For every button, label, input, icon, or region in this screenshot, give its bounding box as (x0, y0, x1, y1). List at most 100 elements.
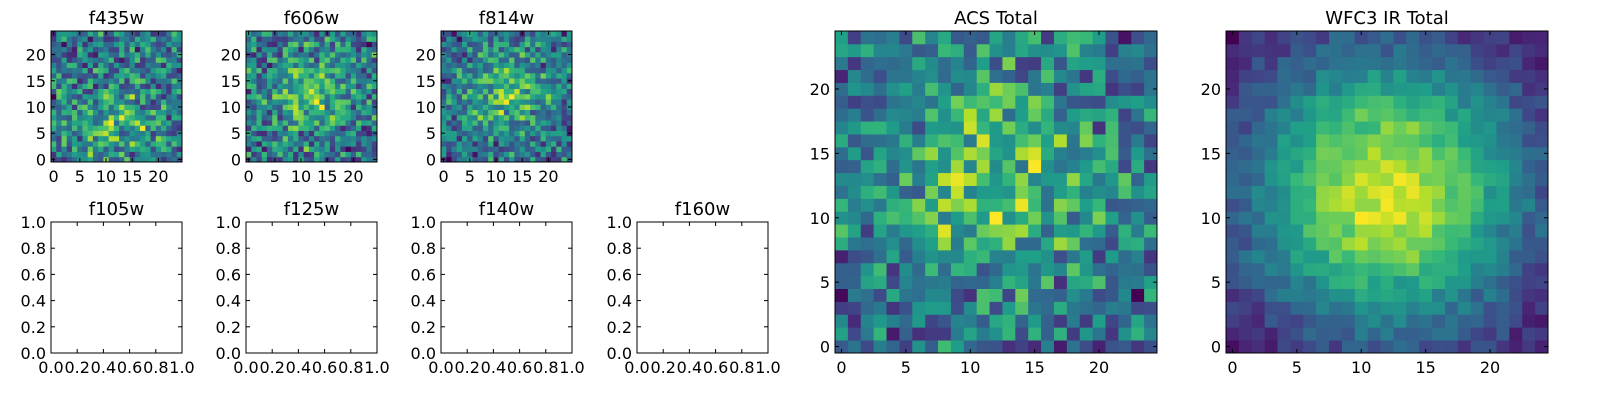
heatmap-cell (335, 114, 341, 121)
heatmap-cell (1457, 275, 1472, 289)
heatmap-cell (556, 62, 562, 69)
heatmap-cell (124, 51, 130, 58)
heatmap-cell (498, 125, 505, 131)
heatmap-cell (1483, 314, 1497, 328)
heatmap-cell (329, 51, 336, 58)
heatmap-cell (1105, 108, 1119, 122)
heatmap-cell (1053, 108, 1068, 122)
heatmap-cell (345, 62, 352, 69)
heatmap-cell (1002, 198, 1016, 212)
heatmap-cell (912, 172, 926, 186)
heatmap-cell (150, 135, 157, 142)
heatmap-cell (886, 146, 900, 161)
heatmap-cell (1316, 340, 1330, 354)
heatmap-cell (256, 114, 263, 121)
heatmap-cell (124, 72, 130, 79)
heatmap-cell (551, 125, 557, 131)
heatmap-cell (298, 141, 305, 147)
heatmap-cell (451, 99, 458, 105)
heatmap-cell (134, 67, 141, 74)
heatmap-cell (1041, 237, 1055, 251)
heatmap-cell (556, 72, 562, 79)
heatmap-cell (860, 172, 875, 186)
heatmap-cell (477, 36, 484, 42)
heatmap-cell (1444, 159, 1459, 174)
heatmap-cell (319, 135, 325, 142)
heatmap-cell (124, 130, 130, 137)
heatmap-cell (98, 78, 104, 84)
heatmap-cell (366, 57, 373, 63)
heatmap-cell (1144, 198, 1158, 212)
heatmap-cell (1131, 288, 1145, 302)
y-tick-label: 0.6 (21, 265, 46, 284)
heatmap-cell (71, 99, 78, 105)
heatmap-cell (899, 82, 913, 96)
heatmap-cell (925, 314, 939, 328)
heatmap-cell (1118, 185, 1132, 199)
heatmap-cell (1015, 301, 1029, 315)
heatmap-cell (98, 31, 104, 37)
heatmap-cell (277, 146, 284, 152)
heatmap-cell (277, 51, 284, 58)
heatmap-cell (266, 99, 273, 105)
heatmap-cell (1303, 108, 1317, 122)
heatmap-cell (873, 237, 887, 251)
heatmap-cell (1444, 327, 1459, 341)
heatmap-cell (350, 62, 357, 69)
heatmap-cell (1053, 340, 1068, 354)
heatmap-cell (461, 62, 468, 69)
heatmap-cell (1380, 198, 1394, 212)
y-tick-label: 0.2 (216, 318, 241, 337)
heatmap-cell (1483, 262, 1497, 277)
heatmap-cell (1053, 314, 1068, 328)
heatmap-cell (303, 83, 310, 90)
heatmap-cell (98, 156, 104, 163)
heatmap-cell (477, 57, 484, 63)
heatmap-cell (1483, 249, 1497, 264)
y-tick-label: 5 (231, 124, 241, 143)
heatmap-cell (1144, 249, 1158, 264)
heatmap-cell (140, 151, 146, 158)
heatmap-cell (155, 120, 162, 126)
heatmap-cell (82, 156, 89, 163)
heatmap-cell (1522, 288, 1536, 302)
heatmap-cell (108, 78, 115, 84)
heatmap-cell (272, 88, 278, 95)
heatmap-cell (282, 141, 289, 147)
heatmap-cell (293, 130, 299, 137)
heatmap-cell (963, 82, 978, 96)
heatmap-cell (1509, 185, 1523, 199)
x-tick-label: 0.8 (338, 358, 363, 377)
heatmap-cell (886, 69, 900, 83)
heatmap-cell (134, 88, 141, 95)
heatmap-cell (1092, 108, 1106, 122)
heatmap-cell (113, 109, 120, 116)
heatmap-cell (1079, 159, 1093, 174)
heatmap-cell (835, 82, 849, 96)
heatmap-cell (82, 67, 89, 74)
heatmap-cell (108, 141, 115, 147)
heatmap-cell (873, 159, 887, 174)
heatmap-cell (498, 36, 505, 42)
heatmap-cell (1444, 314, 1459, 328)
heatmap-cell (1522, 340, 1536, 354)
heatmap-cell (261, 135, 268, 142)
heatmap-cell (350, 141, 357, 147)
heatmap-cell (1066, 134, 1081, 148)
heatmap-cell (246, 99, 252, 105)
heatmap-cell (113, 78, 120, 84)
heatmap-cell (493, 41, 500, 48)
heatmap-cell (356, 36, 362, 42)
heatmap-cell (119, 135, 125, 142)
heatmap-cell (1303, 237, 1317, 251)
heatmap-cell (509, 146, 515, 152)
heatmap-cell (1303, 146, 1317, 161)
heatmap-cell (66, 62, 73, 69)
heatmap-cell (1522, 172, 1536, 186)
heatmap-cell (535, 83, 541, 90)
heatmap-cell (1496, 275, 1510, 289)
heatmap-cell (266, 67, 273, 74)
heatmap-cell (356, 41, 362, 48)
heatmap-cell (963, 172, 978, 186)
heatmap-cell (551, 135, 557, 142)
